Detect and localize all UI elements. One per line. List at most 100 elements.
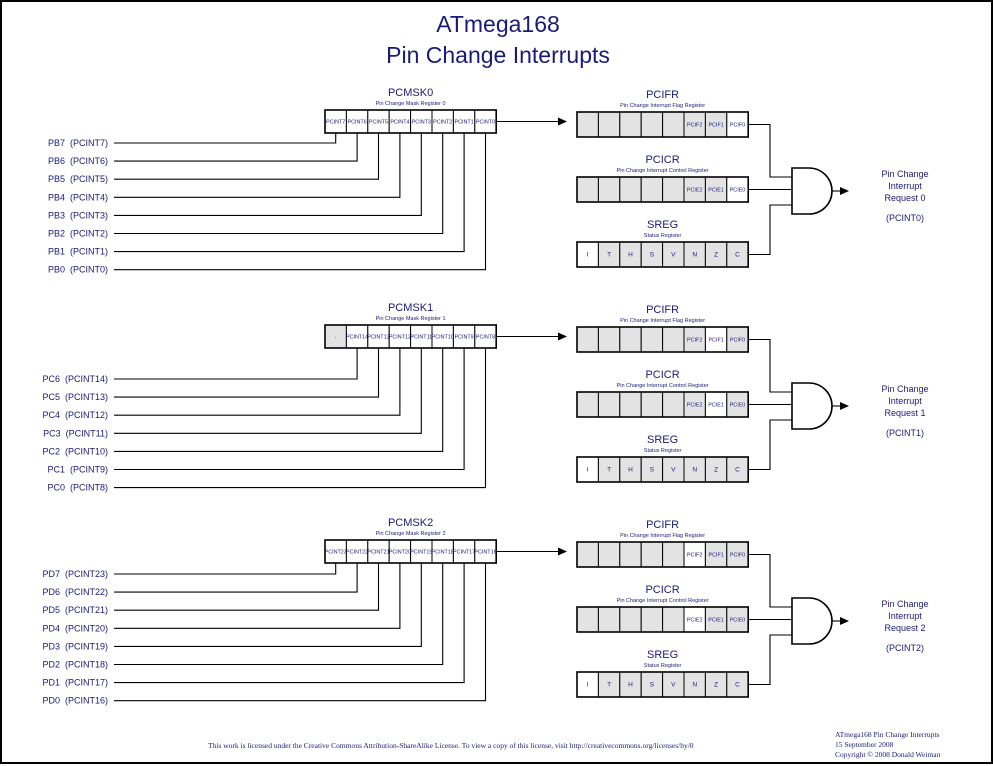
section-1-pcicr-cell-0[interactable] (576, 391, 599, 418)
section-1-pcifr-cell-4[interactable] (662, 326, 685, 353)
section-0-pcifr-cell-3[interactable] (640, 111, 664, 138)
section-2-pcicr-cell-1[interactable] (597, 606, 621, 633)
section-2-pcifr-cell-2[interactable] (619, 541, 642, 568)
section-2-pcicr-cell-3[interactable] (640, 606, 664, 633)
section-0-pin-label-6: PB1 (PCINT1) (48, 247, 108, 257)
section-2-pcifr-cell-1[interactable] (597, 541, 621, 568)
section-0-pcmsk-bit-2: PCINT5 (369, 120, 388, 126)
section-0-pin-3: PB4 (PCINT4) (48, 192, 108, 202)
section-2-pin-wire-0 (114, 563, 337, 575)
section-1-pcmsk-name: PCMSK1 (388, 302, 433, 314)
section-1-pcicr-cell-2[interactable] (619, 391, 642, 418)
section-2-output-line3: Request 2 (884, 623, 925, 633)
section-0-pcifr-cell-4[interactable] (662, 111, 685, 138)
section-0-pin-wire-1 (114, 133, 358, 162)
section-1-pcifr-wire (748, 338, 792, 393)
section-1-pcifr-bit-5: PCIF2 (687, 338, 702, 344)
section-1-pcifr-cell-2[interactable] (619, 326, 642, 353)
section-1-pin-wire-2 (114, 348, 401, 416)
section-0-pin-1: PB6 (PCINT6) (48, 156, 108, 166)
section-0-sreg-name: SREG (647, 219, 678, 231)
section-1-pcmsk-bit-1: PCINT14 (346, 335, 368, 341)
section-1-pcicr-bit-5: PCIE2 (687, 403, 703, 409)
section-0-pcicr-cell-0[interactable] (576, 176, 599, 203)
section-0-pin-label-4: PB3 (PCINT3) (48, 210, 108, 220)
copyright-line1: ATmega168 Pin Change Interrupts (835, 730, 939, 739)
section-1-sreg-bit-2: H (628, 467, 633, 474)
section-2-sreg-bit-3: S (650, 682, 655, 689)
section-1-pcmsk-bit-2: PCINT13 (367, 335, 389, 341)
section-0-sreg-bit-4: V (671, 252, 676, 259)
section-0-pcifr-desc: Pin Change Interrupt Flag Register (620, 103, 705, 109)
section-2-pin-wire-1 (114, 563, 358, 593)
section-0-pin-wire-5 (114, 133, 444, 235)
section-2-pcifr-bit-7: PCIF0 (730, 553, 745, 559)
section-0-pcifr-cell-0[interactable] (576, 111, 599, 138)
section-1-pcicr-bit-6: PCIE1 (708, 403, 724, 409)
section-1-pin-0: PC6 (PCINT14) (42, 374, 108, 384)
section-0-pin-wire-4 (114, 133, 422, 216)
section-1-gate-out-arrow (840, 402, 849, 410)
section-1-pcmsk-desc: Pin Change Mask Register 1 (376, 316, 446, 322)
section-2-pcifr-cell-0[interactable] (576, 541, 599, 568)
section-0-pcifr-bit-6: PCIF1 (708, 123, 723, 129)
section-1-pcicr-desc: Pin Change Interrupt Control Register (617, 383, 709, 389)
section-0-pcifr-cell-2[interactable] (619, 111, 642, 138)
section-0-sreg-wire (748, 204, 792, 256)
section-0-pcifr-cell-1[interactable] (597, 111, 621, 138)
section-1-pcifr-cell-1[interactable] (597, 326, 621, 353)
section-2-sreg-name: SREG (647, 649, 678, 661)
section-1-sreg: SREG Status Register I T H S V N Z C (576, 434, 749, 483)
section-1-pin-wire-3 (114, 348, 422, 434)
section-1-pcicr-cell-3[interactable] (640, 391, 664, 418)
section-0-sreg: SREG Status Register I T H S V N Z C (576, 219, 749, 268)
section-2-output-line1: Pin Change (881, 599, 928, 609)
section-1-pin-wire-4 (114, 348, 444, 452)
section-2-pcicr-cell-4[interactable] (662, 606, 685, 633)
section-0-pcmsk-bit-7: PCINT0 (476, 120, 495, 126)
section-0-pin-label-2: PB5 (PCINT5) (48, 174, 108, 184)
section-2-pcmsk-bit-0: PCINT23 (325, 550, 347, 556)
section-0-mask-out-arrow (558, 117, 567, 126)
section-2-pin-label-6: PD1 (PCINT17) (42, 678, 108, 688)
section-0-pcicr-cell-2[interactable] (619, 176, 642, 203)
section-2-pcifr-cell-3[interactable] (640, 541, 664, 568)
section-2-pcifr-cell-4[interactable] (662, 541, 685, 568)
section-1-mask-out-arrow (558, 332, 567, 341)
section-2-pcicr-cell-2[interactable] (619, 606, 642, 633)
section-1-pcicr-cell-1[interactable] (597, 391, 621, 418)
section-1-sreg-name: SREG (647, 434, 678, 446)
section-1-pcifr-name: PCIFR (646, 304, 679, 316)
section-1-pcmsk-bit-7: PCINT8 (476, 335, 495, 341)
section-2-pcicr-cell-0[interactable] (576, 606, 599, 633)
section-0-gate-out-arrow (840, 187, 849, 195)
section-2-pcifr: PCIFR Pin Change Interrupt Flag Register P… (576, 519, 749, 568)
section-0-sreg-desc: Status Register (644, 233, 682, 239)
section-1-pcifr-cell-0[interactable] (576, 326, 599, 353)
section-0-pcicr-cell-4[interactable] (662, 176, 685, 203)
section-2-pin-wire-4 (114, 563, 422, 647)
section-1-sreg-desc: Status Register (644, 448, 682, 454)
section-1-and-gate (791, 382, 833, 430)
section-1-pin-2: PC4 (PCINT12) (42, 410, 108, 420)
section-0-pcicr-cell-3[interactable] (640, 176, 664, 203)
section-1-output-line3: Request 1 (884, 408, 925, 418)
section-2-pin-wire-5 (114, 563, 444, 666)
section-1-pin-5: PC1 (PCINT9) (47, 465, 108, 475)
section-1-pcicr-cell-4[interactable] (662, 391, 685, 418)
section-0-pcmsk-name: PCMSK0 (388, 87, 433, 99)
section-1-pin-label-3: PC3 (PCINT11) (43, 428, 108, 438)
section-1-pin-1: PC5 (PCINT13) (42, 392, 108, 402)
section-1-pin-wire-5 (114, 348, 465, 471)
section-0-pcicr-cell-1[interactable] (597, 176, 621, 203)
section-2-pcmsk-desc: Pin Change Mask Register 2 (376, 531, 446, 537)
section-2-pin-wire-7 (114, 563, 487, 702)
section-1-pcifr-cell-3[interactable] (640, 326, 664, 353)
page-title-line1: ATmega168 (436, 11, 560, 37)
section-2-pcifr-name: PCIFR (646, 519, 679, 531)
section-2-sreg: SREG Status Register I T H S V N Z C (576, 649, 749, 698)
section-2-pcmsk-bit-4: PCINT19 (410, 550, 432, 556)
